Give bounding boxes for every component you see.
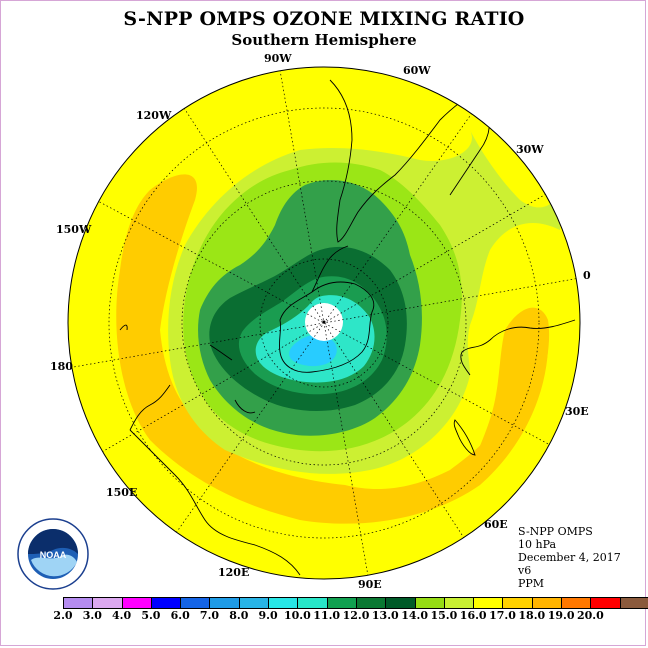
map-title: S-NPP OMPS OZONE MIXING RATIO bbox=[123, 8, 525, 30]
info-instrument: S-NPP OMPS bbox=[518, 525, 593, 538]
colorbar-swatch bbox=[562, 598, 592, 608]
colorbar-swatch bbox=[239, 598, 270, 608]
map-boundary bbox=[67, 66, 581, 580]
colorbar-tick-label: 10.0 bbox=[283, 609, 311, 622]
noaa-logo: NOAA bbox=[17, 518, 89, 590]
colorbar-swatch bbox=[122, 598, 152, 608]
colorbar-tick-label: 15.0 bbox=[430, 609, 458, 622]
colorbar-tick-label: 5.0 bbox=[141, 609, 161, 622]
lat-circle-60s bbox=[181, 180, 467, 466]
coast-southern-tip bbox=[234, 399, 256, 414]
graticule bbox=[68, 69, 580, 577]
lon-label-60e: 60E bbox=[484, 518, 508, 531]
colorbar-swatch bbox=[93, 598, 123, 608]
colorbar-tick-label: 4.0 bbox=[112, 609, 132, 622]
colorbar-tick-label: 2.0 bbox=[53, 609, 73, 622]
band-16-17-east bbox=[470, 307, 550, 470]
colorbar-tick-label: 13.0 bbox=[371, 609, 399, 622]
colorbar-tick-label: 8.0 bbox=[229, 609, 249, 622]
lon-label-120e: 120E bbox=[218, 566, 250, 579]
coast-south-america bbox=[329, 79, 481, 243]
colorbar-labels: 2.0 3.0 4.0 5.0 6.0 7.0 8.0 9.0 10.0 11.0 12.0 13.0… bbox=[53, 609, 603, 623]
coast-new-zealand bbox=[119, 324, 128, 331]
colorbar-swatch bbox=[210, 598, 240, 608]
colorbar-tick-label: 19.0 bbox=[547, 609, 575, 622]
colorbar-tick-label: 9.0 bbox=[258, 609, 278, 622]
info-block: S-NPP OMPS 10 hPa December 4, 2017 v6 PP… bbox=[518, 525, 621, 590]
colorbar-swatch bbox=[269, 598, 299, 608]
lon-label-180: 180 bbox=[50, 360, 73, 373]
colorbar-swatch bbox=[151, 598, 182, 608]
meridian-120 bbox=[183, 107, 465, 539]
lon-label-0: 0 bbox=[583, 269, 591, 282]
colorbar-swatch bbox=[591, 598, 621, 608]
coast-antarctica bbox=[278, 281, 375, 373]
colorbar-tick-label: 3.0 bbox=[82, 609, 102, 622]
colorbar-swatch bbox=[474, 598, 504, 608]
meridian-0-180 bbox=[68, 277, 580, 369]
colorbar-swatch bbox=[444, 598, 475, 608]
colorbar-tick-label: 6.0 bbox=[170, 609, 190, 622]
lon-label-150e: 150E bbox=[106, 486, 138, 499]
lon-label-60w: 60W bbox=[403, 64, 431, 77]
coast-australia bbox=[129, 429, 301, 576]
band-8-9 bbox=[289, 334, 337, 367]
colorbar-tick-label: 20.0 bbox=[576, 609, 604, 622]
colorbar-tick-label: 18.0 bbox=[518, 609, 546, 622]
colorbar-tick-label: 17.0 bbox=[489, 609, 516, 622]
band-16-17-west bbox=[116, 174, 549, 524]
info-version: v6 bbox=[518, 564, 532, 577]
map-subtitle: Southern Hemisphere bbox=[231, 31, 417, 49]
lon-label-90e: 90E bbox=[358, 578, 382, 591]
colorbar-tick-label: 12.0 bbox=[342, 609, 370, 622]
colorbar-tick-label: 7.0 bbox=[199, 609, 220, 622]
colorbar-swatch bbox=[503, 598, 533, 608]
info-date: December 4, 2017 bbox=[518, 551, 621, 564]
colorbar-swatch bbox=[327, 598, 357, 608]
lon-label-120w: 120W bbox=[136, 109, 172, 122]
lon-label-90w: 90W bbox=[264, 52, 292, 65]
colorbar-swatch bbox=[64, 598, 94, 608]
coast-ross-sea bbox=[209, 344, 233, 361]
logo-text: NOAA bbox=[40, 550, 67, 560]
colorbar-tick-label: 14.0 bbox=[401, 609, 428, 622]
info-units: PPM bbox=[518, 577, 545, 590]
lat-circle-70s bbox=[259, 258, 389, 388]
lon-label-30w: 30W bbox=[516, 143, 544, 156]
colorbar-swatch bbox=[620, 598, 648, 608]
lat-circle-50s bbox=[108, 107, 540, 539]
colorbar-tick-label: 16.0 bbox=[459, 609, 487, 622]
colorbar bbox=[63, 597, 648, 609]
coast-madagascar bbox=[453, 419, 476, 456]
coast-australia-2 bbox=[129, 384, 171, 431]
colorbar-tick-label: 11.0 bbox=[313, 609, 341, 622]
lon-label-150w: 150W bbox=[56, 223, 92, 236]
lon-label-30e: 30E bbox=[565, 405, 589, 418]
colorbar-swatch bbox=[415, 598, 445, 608]
coast-antarctic-peninsula bbox=[311, 245, 349, 293]
colorbar-swatch bbox=[386, 598, 416, 608]
colorbar-swatch bbox=[298, 598, 328, 608]
info-level: 10 hPa bbox=[518, 538, 557, 551]
colorbar-swatch bbox=[532, 598, 563, 608]
colorbar-swatch bbox=[356, 598, 387, 608]
pole-dot bbox=[322, 320, 326, 324]
colorbar-swatch bbox=[181, 598, 211, 608]
